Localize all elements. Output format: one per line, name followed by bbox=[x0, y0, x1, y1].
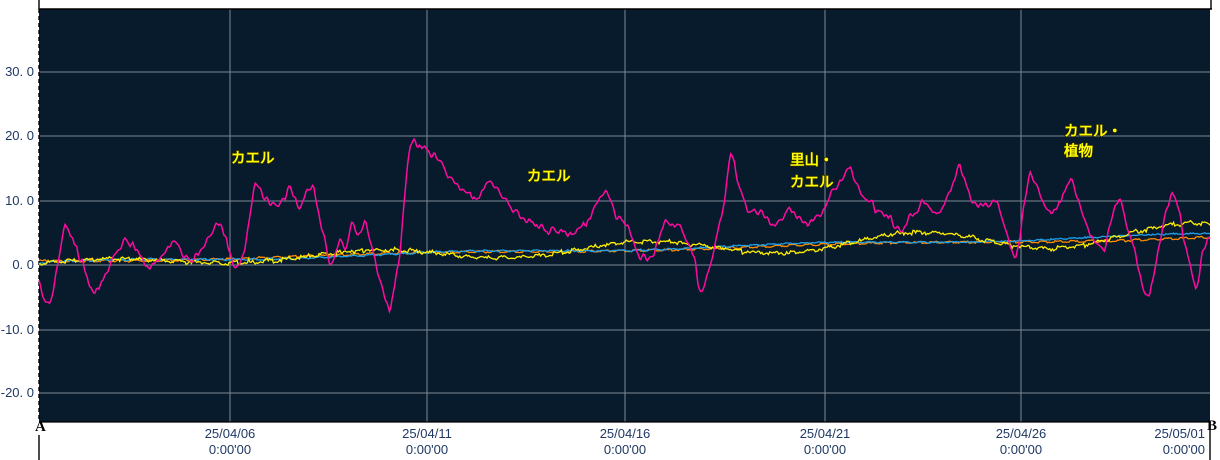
svg-text:25/04/06: 25/04/06 bbox=[205, 426, 256, 441]
svg-text:25/04/26: 25/04/26 bbox=[996, 426, 1047, 441]
svg-text:0:00'00: 0:00'00 bbox=[1163, 442, 1205, 457]
svg-text:-20. 0: -20. 0 bbox=[1, 385, 34, 400]
svg-text:B: B bbox=[1207, 418, 1217, 434]
svg-text:25/04/11: 25/04/11 bbox=[402, 426, 452, 441]
svg-text:0:00'00: 0:00'00 bbox=[406, 442, 448, 457]
svg-text:カエル: カエル bbox=[231, 150, 275, 167]
svg-text:20. 0: 20. 0 bbox=[5, 128, 34, 143]
svg-text:0:00'00: 0:00'00 bbox=[804, 442, 846, 457]
svg-text:25/04/16: 25/04/16 bbox=[600, 426, 651, 441]
svg-text:カエル: カエル bbox=[790, 174, 834, 191]
svg-text:0:00'00: 0:00'00 bbox=[1000, 442, 1042, 457]
svg-text:0:00'00: 0:00'00 bbox=[209, 442, 251, 457]
svg-text:-10. 0: -10. 0 bbox=[1, 322, 34, 337]
svg-text:里山・: 里山・ bbox=[790, 152, 834, 169]
svg-text:25/05/01: 25/05/01 bbox=[1154, 426, 1205, 441]
svg-text:カエル・: カエル・ bbox=[1064, 123, 1122, 140]
svg-text:カエル: カエル bbox=[527, 168, 571, 185]
svg-text:25/04/21: 25/04/21 bbox=[800, 426, 851, 441]
svg-text:0:00'00: 0:00'00 bbox=[604, 442, 646, 457]
svg-text:0. 0: 0. 0 bbox=[12, 257, 34, 272]
svg-text:植物: 植物 bbox=[1064, 142, 1093, 160]
svg-text:A: A bbox=[35, 419, 46, 435]
svg-text:10. 0: 10. 0 bbox=[5, 193, 34, 208]
svg-text:30. 0: 30. 0 bbox=[5, 64, 34, 79]
